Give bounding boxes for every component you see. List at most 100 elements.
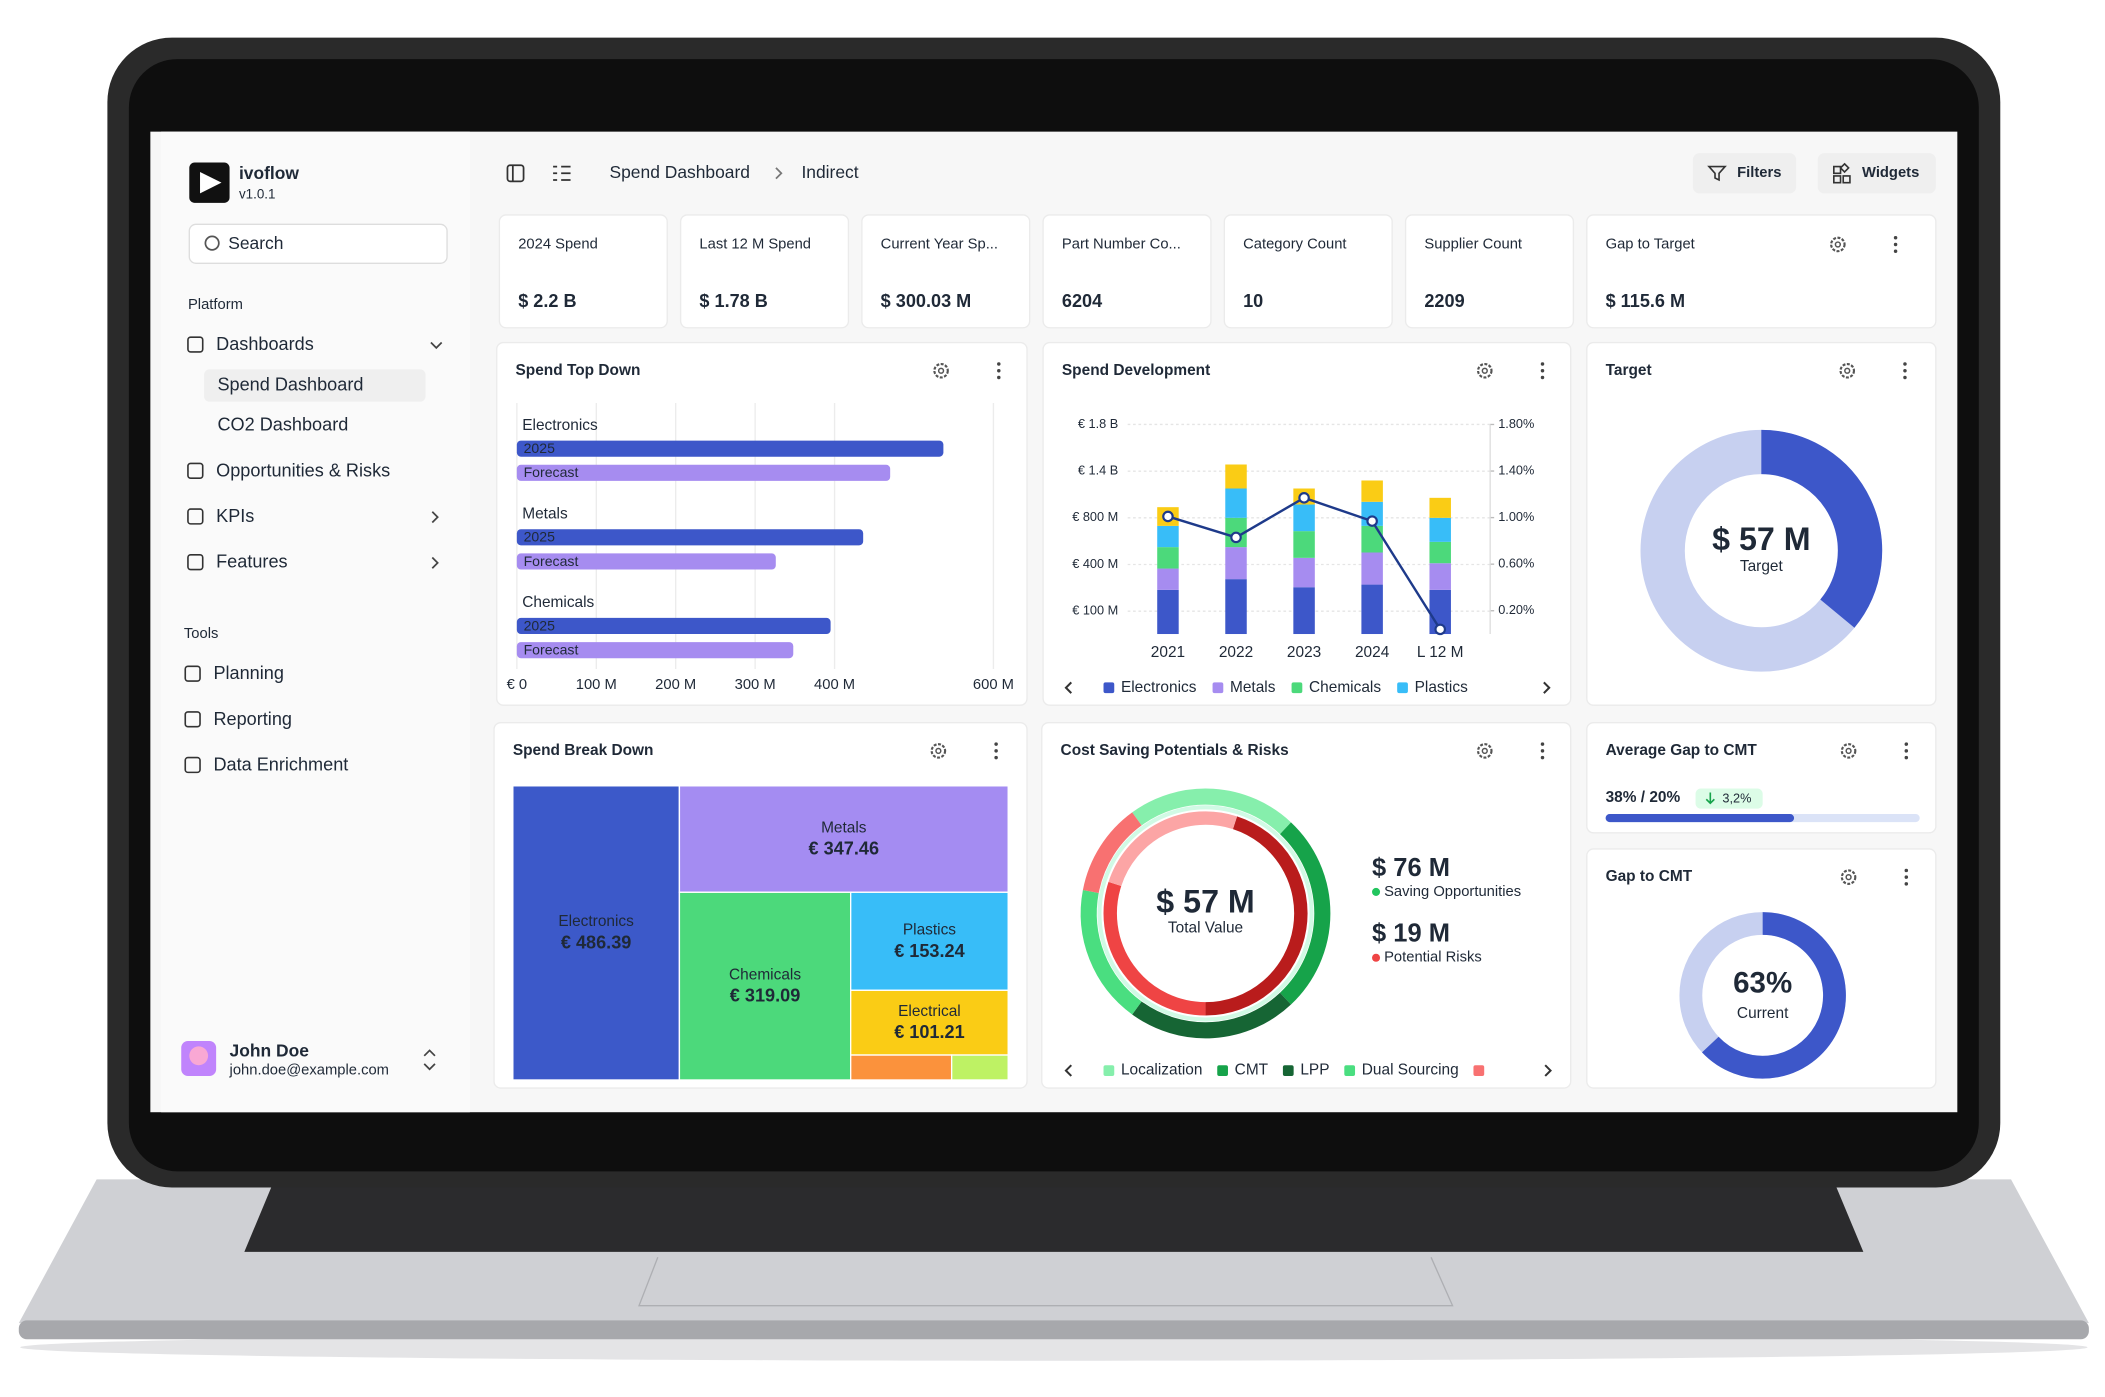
menu-dot[interactable] bbox=[994, 742, 998, 746]
nav-item[interactable]: Features bbox=[216, 552, 287, 572]
delta-badge bbox=[1695, 788, 1763, 809]
menu-dot[interactable] bbox=[1904, 868, 1909, 873]
legend-prev[interactable] bbox=[1064, 681, 1073, 694]
ring-segment bbox=[1080, 890, 1142, 1015]
legend-next[interactable] bbox=[1544, 1064, 1552, 1077]
legend-prev[interactable] bbox=[1064, 1064, 1073, 1077]
list-icon[interactable] bbox=[553, 165, 571, 181]
chevron bbox=[430, 341, 443, 350]
settings-icon[interactable] bbox=[930, 743, 947, 759]
menu-dot[interactable] bbox=[1540, 755, 1545, 760]
settings-icon[interactable] bbox=[1476, 362, 1493, 379]
settings-icon[interactable] bbox=[1840, 869, 1857, 885]
card bbox=[1586, 722, 1937, 834]
settings-icon bbox=[1845, 747, 1852, 755]
menu-dot[interactable] bbox=[1540, 362, 1545, 366]
menu-dot[interactable] bbox=[1903, 362, 1907, 366]
avatar-face bbox=[189, 1046, 209, 1066]
menu-dot[interactable] bbox=[1904, 755, 1909, 760]
menu-dot[interactable] bbox=[1540, 368, 1545, 373]
settings-icon[interactable] bbox=[1476, 743, 1493, 759]
bar-segment bbox=[1429, 563, 1451, 590]
kpi-label: Last 12 M Spend bbox=[699, 236, 811, 252]
treemap-value: € 347.46 bbox=[809, 839, 879, 859]
filters-button[interactable] bbox=[1692, 153, 1797, 194]
y2-tick-label: 1.80% bbox=[1498, 416, 1534, 431]
treemap-cell bbox=[512, 785, 681, 1081]
legend-swatch bbox=[1103, 1065, 1115, 1076]
search-box[interactable] bbox=[188, 223, 448, 264]
category-label: Chemicals bbox=[522, 594, 594, 611]
breadcrumb[interactable]: Spend Dashboard bbox=[609, 162, 750, 182]
ring-segment bbox=[1279, 822, 1331, 1005]
settings-icon[interactable] bbox=[1830, 236, 1846, 253]
menu-dot[interactable] bbox=[1893, 249, 1898, 253]
category-label: Metals bbox=[522, 506, 568, 523]
bar-segment bbox=[1361, 525, 1383, 553]
user-menu-chevron[interactable] bbox=[423, 1049, 436, 1071]
legend-swatch bbox=[1344, 1065, 1356, 1076]
menu-dot[interactable] bbox=[994, 755, 998, 760]
menu-dot[interactable] bbox=[1903, 368, 1907, 373]
sidebar-toggle-icon[interactable] bbox=[506, 164, 525, 183]
bar-segment bbox=[1157, 568, 1179, 590]
legend-label: LPP bbox=[1300, 1062, 1329, 1079]
kpi-label: Part Number Co... bbox=[1062, 236, 1181, 252]
menu-dot[interactable] bbox=[1904, 749, 1909, 753]
user-name: John Doe bbox=[230, 1040, 310, 1060]
legend-swatch bbox=[1397, 682, 1408, 694]
card-title: Spend Top Down bbox=[516, 362, 641, 379]
button-label[interactable]: Widgets bbox=[1862, 165, 1919, 181]
menu-dot[interactable] bbox=[997, 375, 1001, 380]
settings-icon[interactable] bbox=[933, 362, 949, 379]
kpi-value: $ 300.03 M bbox=[881, 291, 972, 311]
nav-sub-item[interactable]: CO2 Dashboard bbox=[217, 415, 348, 435]
menu-dot[interactable] bbox=[1903, 375, 1907, 380]
menu-dot[interactable] bbox=[1893, 242, 1898, 247]
logo-mark bbox=[200, 171, 222, 194]
line-point bbox=[1230, 531, 1242, 544]
y-tick-label: € 800 M bbox=[1072, 509, 1118, 524]
line-point bbox=[1434, 623, 1446, 636]
nav-item[interactable]: Opportunities & Risks bbox=[216, 460, 390, 480]
button-label[interactable]: Filters bbox=[1737, 165, 1781, 181]
legend-label: Metals bbox=[1230, 679, 1276, 696]
treemap-value: € 101.21 bbox=[894, 1022, 964, 1042]
category-label: Electronics bbox=[522, 417, 598, 434]
menu-dot[interactable] bbox=[1540, 749, 1545, 753]
legend-label: Localization bbox=[1121, 1062, 1203, 1079]
nav-item[interactable]: Reporting bbox=[213, 709, 292, 729]
card bbox=[679, 214, 850, 329]
menu-dot[interactable] bbox=[1904, 882, 1909, 886]
stat-dot bbox=[1372, 953, 1381, 962]
settings-icon[interactable] bbox=[1839, 362, 1856, 379]
kpi-value: $ 115.6 M bbox=[1606, 291, 1686, 311]
bar bbox=[516, 529, 864, 546]
nav-item[interactable]: KPIs bbox=[216, 506, 254, 526]
treemap-cell bbox=[678, 785, 1009, 893]
menu-dot[interactable] bbox=[1893, 236, 1898, 240]
legend-next[interactable] bbox=[1543, 681, 1551, 694]
menu-dot[interactable] bbox=[1540, 742, 1545, 746]
x-tick-label: L 12 M bbox=[1417, 644, 1464, 661]
section-label: Tools bbox=[184, 626, 218, 642]
ring-segment bbox=[1132, 992, 1292, 1039]
nav-item[interactable]: Planning bbox=[213, 663, 283, 683]
bar bbox=[516, 642, 794, 659]
kpi-label: Current Year Sp... bbox=[881, 236, 998, 252]
legend-label: Chemicals bbox=[1309, 679, 1381, 696]
nav-item[interactable]: Dashboards bbox=[216, 334, 314, 354]
settings-icon[interactable] bbox=[1840, 743, 1857, 759]
menu-dot[interactable] bbox=[1904, 742, 1909, 746]
nav-item[interactable]: Data Enrichment bbox=[213, 754, 348, 774]
menu-dot[interactable] bbox=[1540, 375, 1545, 380]
menu-dot[interactable] bbox=[994, 749, 998, 753]
y2-tick-label: 1.40% bbox=[1498, 462, 1534, 477]
menu-dot[interactable] bbox=[1904, 875, 1909, 879]
menu-dot[interactable] bbox=[997, 368, 1001, 373]
settings-icon bbox=[935, 747, 942, 755]
series-label: Forecast bbox=[524, 642, 579, 658]
kpi-value: $ 2.2 B bbox=[518, 291, 576, 311]
menu-dot[interactable] bbox=[997, 362, 1001, 366]
nav-sub-item[interactable]: Spend Dashboard bbox=[217, 374, 363, 394]
